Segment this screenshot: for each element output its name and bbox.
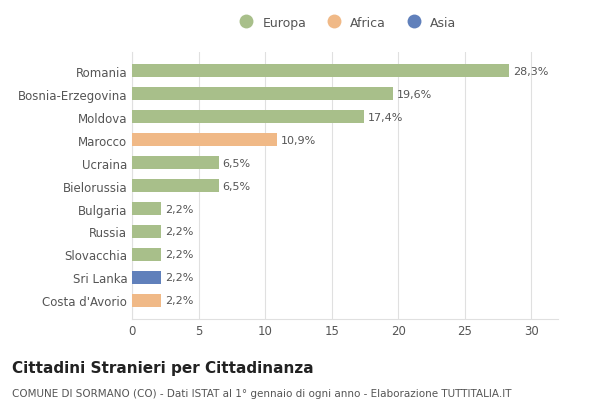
Bar (132, 249, 161, 261)
Legend: Europa, Africa, Asia: Europa, Africa, Asia (229, 11, 461, 34)
Text: 6,5%: 6,5% (223, 181, 251, 191)
Text: 6,5%: 6,5% (223, 158, 251, 168)
Text: 2,2%: 2,2% (165, 296, 194, 306)
Bar (132, 226, 161, 238)
Text: 2,2%: 2,2% (165, 227, 194, 237)
Bar (132, 88, 393, 101)
Bar (132, 111, 364, 124)
Bar (132, 272, 161, 284)
Bar (132, 180, 218, 192)
Bar (132, 65, 509, 78)
Text: 2,2%: 2,2% (165, 273, 194, 283)
Text: Cittadini Stranieri per Cittadinanza: Cittadini Stranieri per Cittadinanza (12, 360, 314, 375)
Bar (132, 134, 277, 146)
Bar (132, 157, 218, 169)
Bar (132, 203, 161, 215)
Bar (132, 294, 161, 307)
Text: 2,2%: 2,2% (165, 204, 194, 214)
Text: 19,6%: 19,6% (397, 90, 432, 99)
Text: 17,4%: 17,4% (368, 112, 403, 122)
Text: 10,9%: 10,9% (281, 135, 316, 145)
Text: 28,3%: 28,3% (513, 67, 548, 76)
Text: COMUNE DI SORMANO (CO) - Dati ISTAT al 1° gennaio di ogni anno - Elaborazione TU: COMUNE DI SORMANO (CO) - Dati ISTAT al 1… (12, 389, 511, 398)
Text: 2,2%: 2,2% (165, 250, 194, 260)
